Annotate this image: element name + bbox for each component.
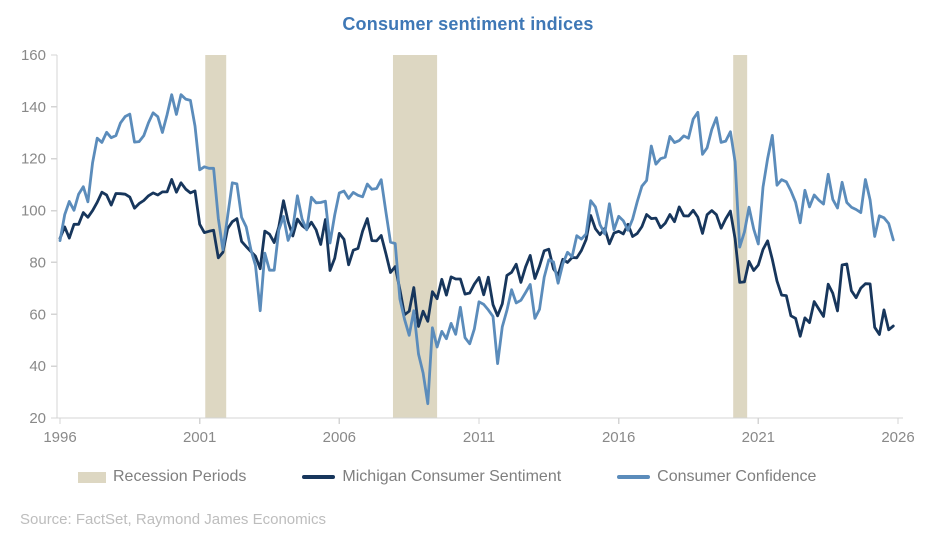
y-tick-label: 100: [21, 203, 46, 220]
x-tick-label: 2011: [463, 429, 495, 446]
recession-swatch: [78, 471, 106, 483]
x-tick-label: 2006: [323, 429, 356, 446]
legend-label-consumer-confidence: Consumer Confidence: [657, 468, 817, 485]
y-tick-label: 160: [21, 47, 46, 64]
y-tick-label: 80: [29, 254, 46, 271]
y-tick-label: 120: [21, 151, 46, 168]
legend-label-michigan-sentiment: Michigan Consumer Sentiment: [342, 468, 562, 485]
legend-item-consumer-confidence: Consumer Confidence: [617, 468, 816, 486]
y-tick-label: 60: [29, 306, 46, 323]
confidence-line-swatch: [617, 475, 651, 479]
x-tick-label: 1996: [43, 429, 76, 446]
y-tick-label: 40: [29, 358, 46, 375]
legend: Recession Periods Michigan Consumer Sent…: [78, 468, 816, 486]
legend-label-recession-periods: Recession Periods: [113, 468, 247, 485]
legend-item-recession-periods: Recession Periods: [78, 468, 246, 486]
x-tick-label: 2016: [602, 429, 635, 446]
x-tick-label: 2021: [742, 429, 775, 446]
x-tick-label: 2026: [881, 429, 914, 446]
y-tick-label: 20: [29, 410, 46, 427]
michigan-line-swatch: [302, 475, 336, 479]
y-tick-label: 140: [21, 99, 46, 116]
source-note: Source: FactSet, Raymond James Economics: [20, 511, 326, 528]
plot-area: 20 40 60 80 100 120 140 160 1996 2001 2006 2011 2016…: [21, 47, 915, 446]
legend-item-michigan-sentiment: Michigan Consumer Sentiment: [302, 468, 561, 486]
chart-title: Consumer sentiment indices: [342, 14, 594, 34]
series-line-consumer-confidence: [58, 93, 895, 406]
x-tick-label: 2001: [183, 429, 216, 446]
series-line-michigan-consumer-sentiment: [58, 178, 895, 338]
